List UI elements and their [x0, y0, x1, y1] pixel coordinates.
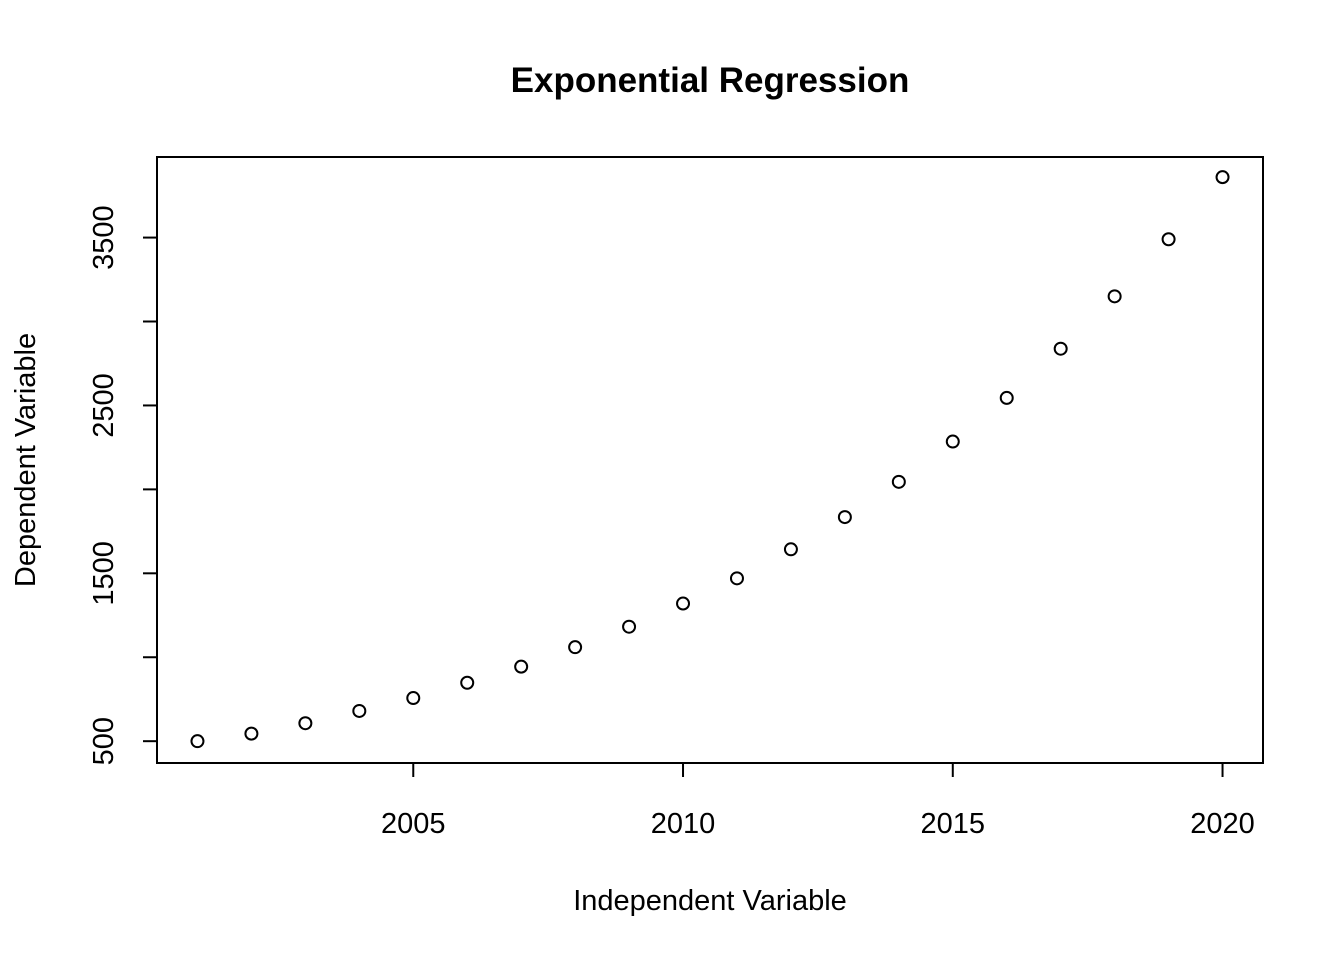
chart-title: Exponential Regression	[511, 61, 910, 100]
data-point	[1107, 289, 1122, 304]
data-point	[837, 510, 852, 525]
y-tick-label: 2500	[88, 373, 120, 438]
data-point	[298, 716, 313, 731]
data-point	[1215, 170, 1230, 185]
data-point	[1053, 341, 1068, 356]
data-point	[622, 619, 637, 634]
data-point	[945, 434, 960, 449]
data-points	[190, 170, 1230, 749]
data-point	[244, 726, 259, 741]
data-point	[891, 474, 906, 489]
data-point	[729, 571, 744, 586]
x-tick-label: 2005	[381, 808, 446, 840]
x-tick-label: 2020	[1190, 808, 1255, 840]
data-point	[460, 675, 475, 690]
data-point	[783, 542, 798, 557]
y-axis-label: Dependent Variable	[10, 333, 42, 587]
data-point	[999, 390, 1014, 405]
data-point	[514, 659, 529, 674]
x-tick-label: 2010	[651, 808, 716, 840]
y-tick-label: 3500	[88, 205, 120, 270]
data-point	[190, 734, 205, 749]
y-axis: 500 1500 2500 3500	[88, 205, 158, 765]
x-tick-label: 2015	[921, 808, 986, 840]
y-tick-label: 500	[88, 717, 120, 765]
data-point	[676, 596, 691, 611]
y-tick-label: 1500	[88, 541, 120, 606]
data-point	[1161, 232, 1176, 247]
data-point	[568, 640, 583, 655]
plot-frame	[156, 156, 1264, 764]
data-point	[406, 691, 421, 706]
x-axis-label: Independent Variable	[573, 885, 847, 917]
data-point	[352, 703, 367, 718]
x-axis: 2005 2010 2015 2020	[381, 762, 1255, 840]
